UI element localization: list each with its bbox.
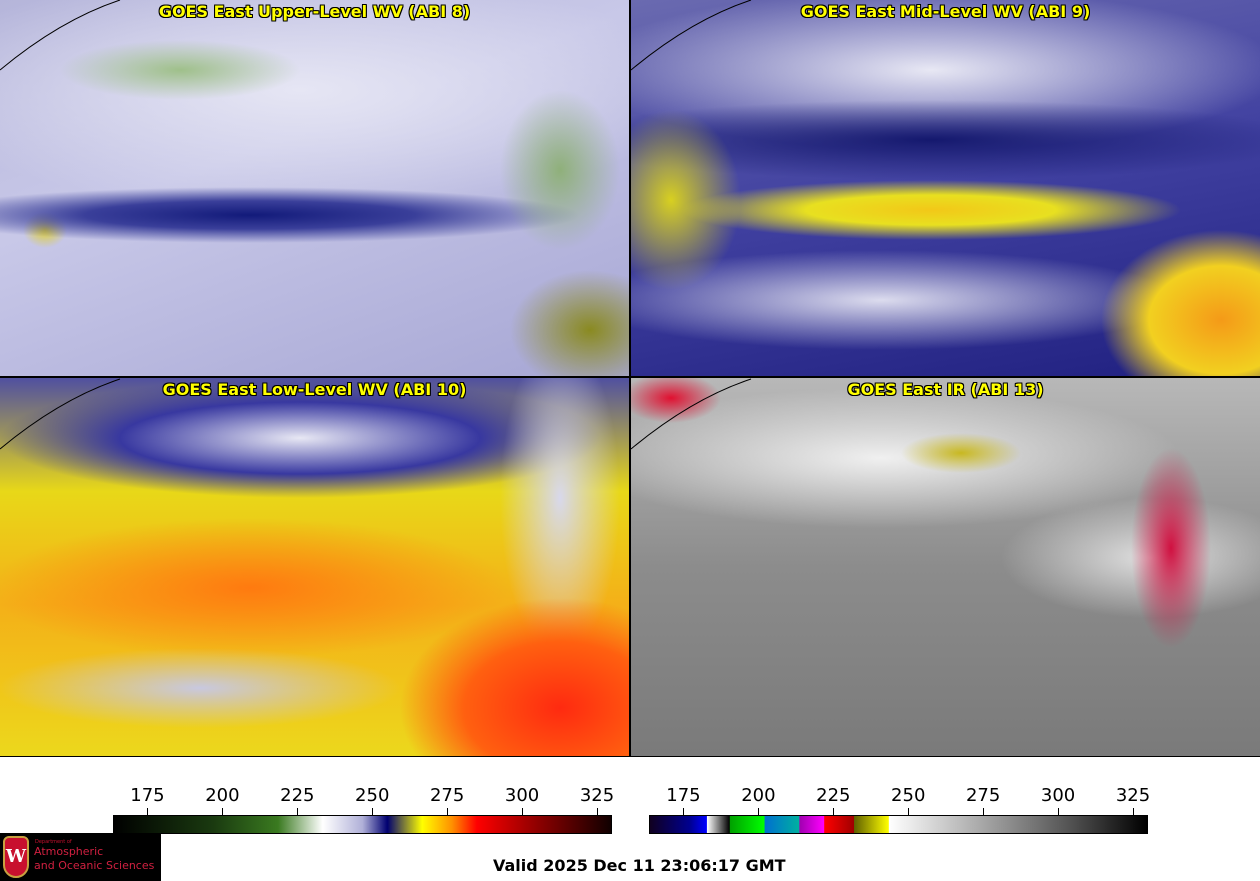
colorbar-tick-label: 225: [280, 785, 315, 806]
colorbar-tick-label: 200: [205, 785, 240, 806]
colorbar-tick: [147, 808, 149, 815]
colorbar-tick-label: 275: [429, 785, 465, 806]
colorbar-tick: [683, 808, 685, 815]
colorbar-tick-label: 200: [741, 785, 776, 806]
logo-line1: Atmospheric: [34, 845, 104, 858]
panel-title: GOES East Low-Level WV (ABI 10): [162, 380, 467, 399]
colorbar-tick: [1133, 808, 1134, 815]
map-overlay: [0, 0, 121, 71]
colorbar-tick: [597, 808, 598, 815]
colorbar-tick-label: 325: [1115, 785, 1151, 806]
logo-line2: and Oceanic Sciences: [34, 859, 155, 872]
colorbar-tick: [908, 808, 910, 815]
map-overlay: [631, 0, 752, 71]
ir-colorbar: [649, 815, 1148, 834]
panel-divider: [629, 0, 631, 757]
panel-divider: [0, 376, 1260, 378]
colorbar-tick-label: 175: [130, 785, 165, 806]
low-level-wv-panel: GOES East Low-Level WV (ABI 10): [0, 378, 629, 756]
ir-panel: GOES East IR (ABI 13): [631, 378, 1260, 756]
panel-title: GOES East IR (ABI 13): [847, 380, 1044, 399]
panel-divider: [0, 756, 1260, 757]
colorbar-tick-label: 275: [965, 785, 1001, 806]
uw-crest-icon: W: [3, 836, 29, 878]
logo-dept: Department of: [35, 839, 72, 845]
map-overlay: [0, 378, 121, 450]
colorbar-tick-label: 300: [1040, 785, 1076, 806]
colorbar-tick-label: 175: [666, 785, 701, 806]
colorbar-tick: [833, 808, 835, 815]
aos-logo: W Department of Atmospheric and Oceanic …: [0, 833, 161, 881]
colorbar-tick: [447, 808, 449, 815]
wv-colorbar: [113, 815, 612, 834]
colorbar-tick: [758, 808, 760, 815]
map-overlay: [631, 378, 752, 450]
colorbar-tick-label: 325: [579, 785, 615, 806]
colorbar-tick: [1058, 808, 1060, 815]
colorbar-tick-label: 250: [355, 785, 390, 806]
colorbar-tick-label: 250: [891, 785, 926, 806]
mid-level-wv-panel: GOES East Mid-Level WV (ABI 9): [631, 0, 1260, 376]
colorbar-tick: [372, 808, 374, 815]
upper-level-wv-panel: GOES East Upper-Level WV (ABI 8): [0, 0, 629, 376]
panel-title: GOES East Upper-Level WV (ABI 8): [158, 2, 471, 21]
panel-title: GOES East Mid-Level WV (ABI 9): [800, 2, 1091, 21]
valid-time: Valid 2025 Dec 11 23:06:17 GMT: [493, 856, 786, 875]
colorbar-tick-label: 225: [816, 785, 851, 806]
colorbar-tick: [983, 808, 985, 815]
colorbar-tick: [222, 808, 224, 815]
colorbar-tick-label: 300: [504, 785, 540, 806]
colorbar-tick: [522, 808, 524, 815]
colorbar-tick: [297, 808, 299, 815]
